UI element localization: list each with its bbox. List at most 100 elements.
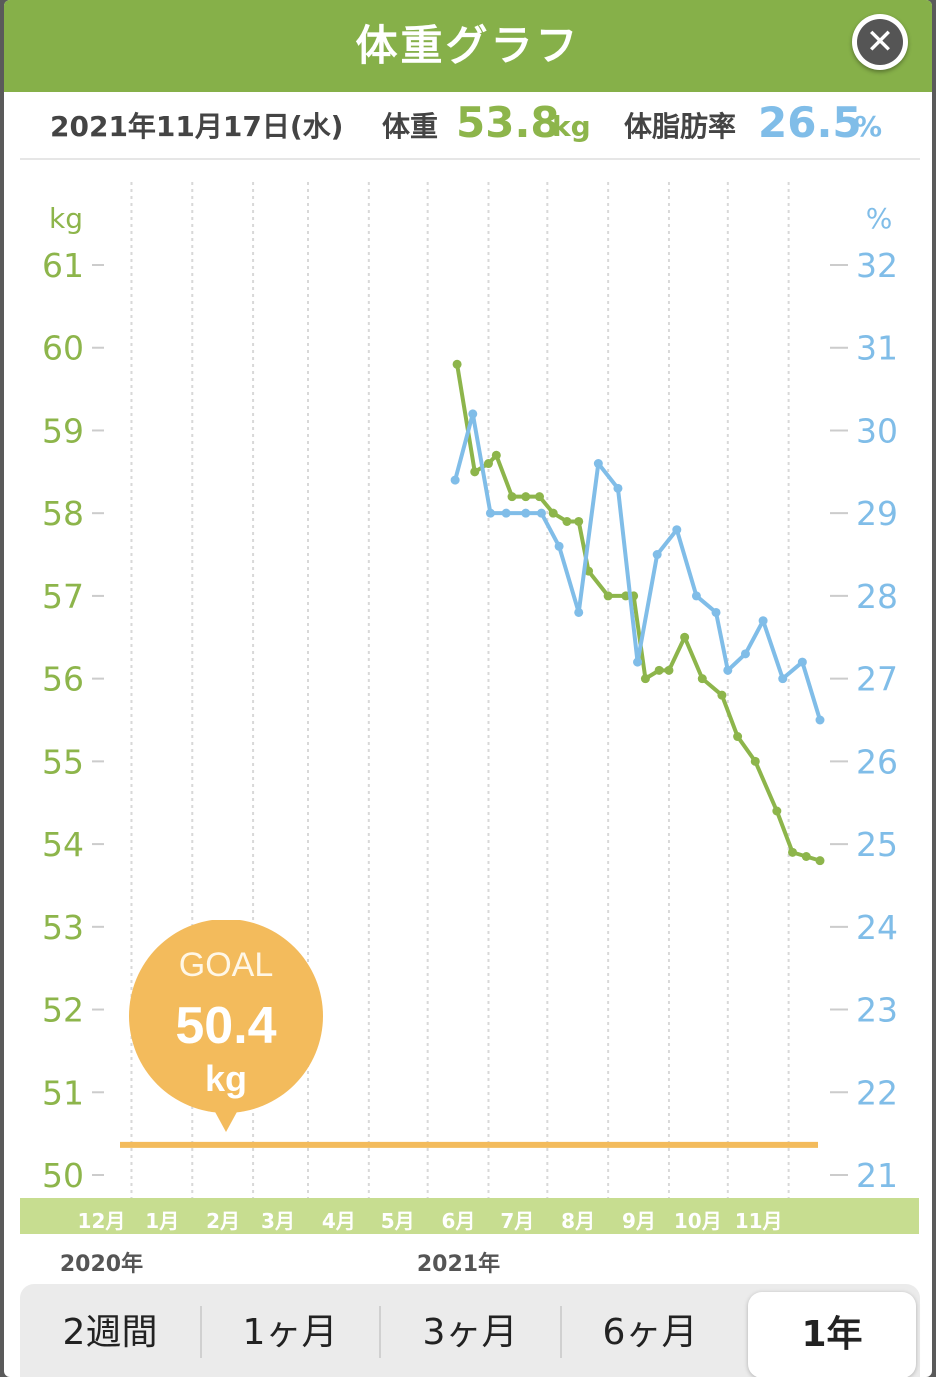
range-selector: 2週間 1ヶ月 3ヶ月 6ヶ月 1年 xyxy=(20,1284,920,1377)
weight-point xyxy=(548,508,558,518)
range-divider xyxy=(379,1306,381,1358)
body-fat-point xyxy=(723,665,733,675)
dialog-title: 体重グラフ xyxy=(355,21,581,70)
summary-row: 2021年11月17日(水) 体重 53.8 kg 体脂肪率 26.5 % xyxy=(20,92,920,160)
body-fat-unit: % xyxy=(854,110,883,143)
range-divider xyxy=(200,1306,202,1358)
body-fat-point xyxy=(711,607,721,617)
body-fat-point xyxy=(574,607,584,617)
right-tick-label: 23 xyxy=(856,991,898,1030)
month-label: 3月 xyxy=(261,1209,295,1233)
body-fat-point xyxy=(521,508,531,518)
month-axis-band xyxy=(20,1198,919,1234)
body-fat-point xyxy=(468,409,478,419)
range-tab-1month[interactable]: 1ヶ月 xyxy=(242,1312,338,1353)
weight-label: 体重 xyxy=(382,110,439,143)
left-tick-label: 58 xyxy=(42,494,84,533)
close-button[interactable]: ✕ xyxy=(852,14,908,70)
goal-value: 50.4 xyxy=(175,997,277,1055)
right-tick-label: 30 xyxy=(856,411,898,450)
weight-point xyxy=(483,459,493,469)
right-tick-label: 31 xyxy=(856,329,898,368)
weight-point xyxy=(491,450,501,460)
year-label: 2020年 xyxy=(59,1252,144,1277)
weight-point xyxy=(603,591,613,601)
body-fat-point xyxy=(633,657,643,667)
left-tick-label: 52 xyxy=(42,991,84,1030)
body-fat-point xyxy=(672,525,682,535)
right-tick-label: 25 xyxy=(856,825,898,864)
weight-unit: kg xyxy=(552,110,591,143)
body-fat-point xyxy=(758,616,768,626)
month-label: 11月 xyxy=(734,1209,783,1233)
year-label: 2021年 xyxy=(416,1252,501,1277)
weight-point xyxy=(788,847,798,857)
weight-point xyxy=(750,756,760,766)
right-tick-label: 28 xyxy=(856,577,898,616)
range-tab-6months[interactable]: 6ヶ月 xyxy=(602,1312,698,1353)
body-fat-point xyxy=(740,649,750,659)
left-tick-label: 51 xyxy=(42,1073,84,1112)
body-fat-point xyxy=(501,508,511,518)
weight-point xyxy=(801,852,811,861)
title-bar: 体重グラフ ✕ xyxy=(4,0,932,92)
weight-point xyxy=(534,492,544,502)
right-tick-label: 21 xyxy=(856,1156,898,1195)
body-fat-label: 体脂肪率 xyxy=(624,110,737,143)
body-fat-point xyxy=(536,508,546,518)
left-axis-unit: kg xyxy=(49,202,83,235)
goal-label: GOAL xyxy=(178,946,274,984)
weight-series-line xyxy=(455,363,821,863)
left-tick-label: 50 xyxy=(42,1156,84,1195)
right-tick-label: 29 xyxy=(856,494,898,533)
body-fat-point xyxy=(554,541,564,551)
weight-point xyxy=(772,806,782,816)
weight-point xyxy=(717,690,727,700)
range-divider xyxy=(560,1306,562,1358)
month-label: 6月 xyxy=(441,1209,476,1233)
body-fat-point xyxy=(815,715,825,725)
weight-point xyxy=(640,674,650,684)
weight-point xyxy=(680,632,690,642)
body-fat-point xyxy=(797,657,807,667)
month-label: 1月 xyxy=(145,1209,180,1233)
weight-point xyxy=(521,492,531,502)
weight-point xyxy=(733,732,743,742)
left-tick-label: 59 xyxy=(42,411,84,450)
range-tab-1year[interactable]: 1年 xyxy=(748,1292,916,1377)
weight-point xyxy=(470,467,480,477)
left-tick-label: 56 xyxy=(42,660,84,699)
month-label: 4月 xyxy=(321,1209,356,1233)
weight-point xyxy=(815,856,825,866)
weight-point xyxy=(664,665,674,675)
body-fat-point xyxy=(485,508,495,518)
weight-graph-dialog: 体重グラフ ✕ 2021年11月17日(水) 体重 53.8 kg 体脂肪率 2… xyxy=(4,0,932,1377)
weight-point xyxy=(574,516,584,526)
body-fat-point xyxy=(778,674,788,684)
left-tick-label: 55 xyxy=(42,742,84,781)
left-tick-label: 53 xyxy=(42,908,84,947)
range-tab-2weeks[interactable]: 2週間 xyxy=(62,1312,158,1353)
left-tick-label: 54 xyxy=(42,825,84,864)
body-fat-series-line xyxy=(453,411,822,721)
month-label: 2月 xyxy=(206,1209,241,1233)
summary-date: 2021年11月17日(水) xyxy=(50,110,344,143)
weight-value: 53.8 xyxy=(456,98,560,147)
left-tick-label: 60 xyxy=(42,329,84,368)
right-tick-label: 26 xyxy=(856,742,898,781)
right-axis-unit: % xyxy=(866,202,893,235)
month-label: 9月 xyxy=(621,1209,656,1233)
range-tab-3months[interactable]: 3ヶ月 xyxy=(422,1312,518,1353)
body-fat-point xyxy=(450,475,460,485)
body-fat-value: 26.5 xyxy=(758,98,862,147)
right-tick-label: 32 xyxy=(856,246,898,285)
month-label: 8月 xyxy=(561,1209,596,1233)
right-tick-label: 27 xyxy=(856,660,898,699)
month-label: 5月 xyxy=(380,1209,415,1233)
weight-point xyxy=(697,674,707,684)
close-icon: ✕ xyxy=(857,19,903,65)
body-fat-point xyxy=(691,591,701,601)
weight-point xyxy=(452,359,462,369)
weight-point xyxy=(654,665,664,675)
weight-point xyxy=(562,516,572,526)
